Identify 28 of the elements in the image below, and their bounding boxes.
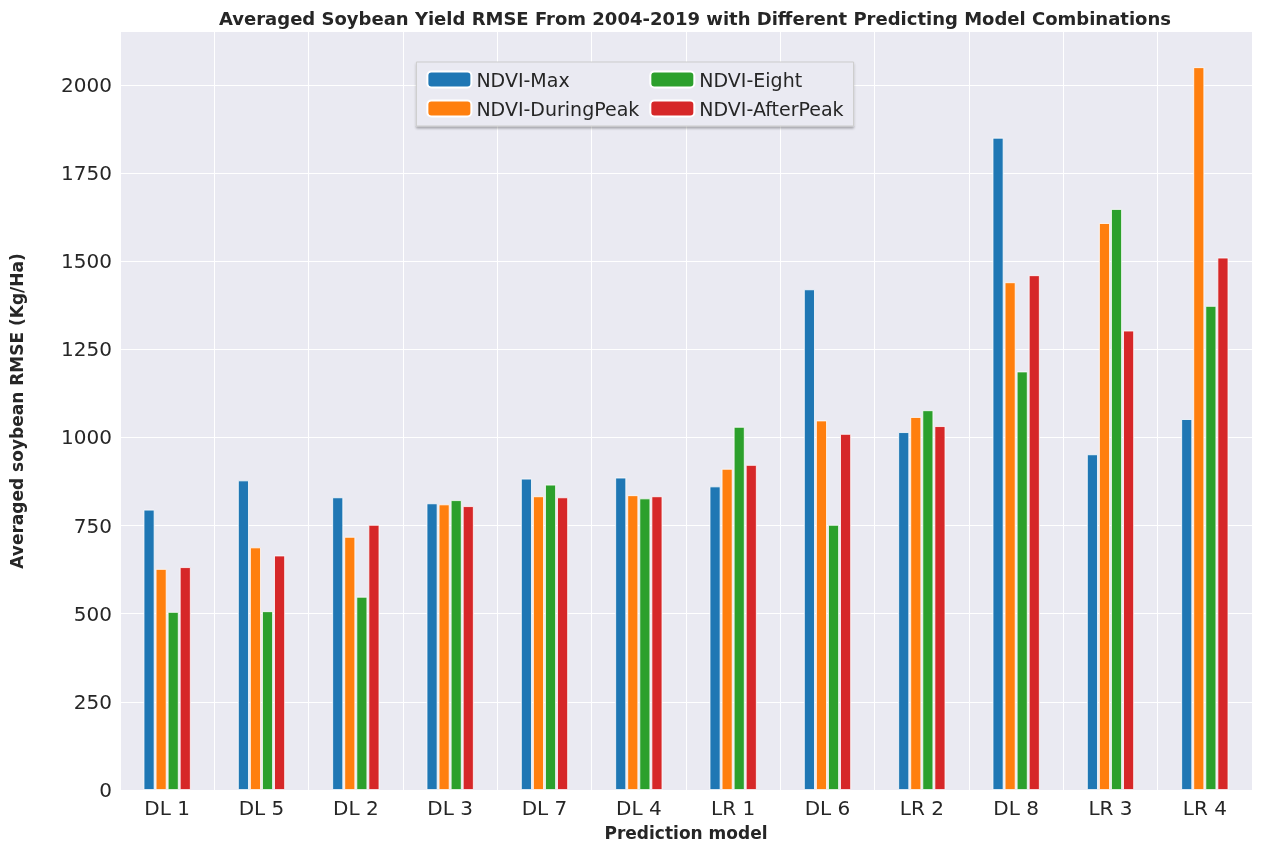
x-tick-label: DL 8 bbox=[993, 796, 1039, 820]
x-tick-label: DL 1 bbox=[144, 796, 190, 820]
legend-label: NDVI-DuringPeak bbox=[476, 97, 640, 120]
y-axis-title: Averaged soybean RMSE (Kg/Ha) bbox=[6, 253, 27, 569]
y-tick-label: 1000 bbox=[61, 425, 112, 450]
y-tick-label: 0 bbox=[99, 778, 112, 802]
x-tick-label: DL 7 bbox=[521, 796, 568, 820]
y-tick-label: 750 bbox=[73, 513, 112, 538]
y-tick-label: 1250 bbox=[61, 337, 112, 362]
x-tick-label: DL 4 bbox=[616, 796, 662, 820]
y-tick-label: 500 bbox=[73, 601, 112, 626]
x-tick-label: LR 2 bbox=[899, 796, 944, 820]
y-tick-label: 2000 bbox=[61, 72, 112, 97]
x-axis-title: Prediction model bbox=[604, 822, 768, 843]
x-tick-label: LR 1 bbox=[711, 796, 756, 820]
chart-title: Averaged Soybean Yield RMSE From 2004-2019 with Different Predicting Model Combinations bbox=[219, 7, 1171, 29]
x-tick-label: DL 2 bbox=[333, 796, 379, 820]
x-tick-label: DL 6 bbox=[804, 796, 851, 820]
y-tick-label: 250 bbox=[73, 689, 112, 714]
x-tick-label: LR 3 bbox=[1088, 796, 1133, 820]
legend-label: NDVI-Eight bbox=[699, 68, 803, 91]
y-tick-label: 1500 bbox=[61, 249, 112, 274]
legend-label: NDVI-Max bbox=[476, 68, 570, 91]
x-tick-label: DL 3 bbox=[427, 796, 473, 820]
y-tick-label: 1750 bbox=[61, 161, 112, 186]
x-tick-label: LR 4 bbox=[1182, 796, 1227, 820]
legend-label: NDVI-AfterPeak bbox=[699, 97, 844, 120]
x-tick-label: DL 5 bbox=[238, 796, 285, 820]
